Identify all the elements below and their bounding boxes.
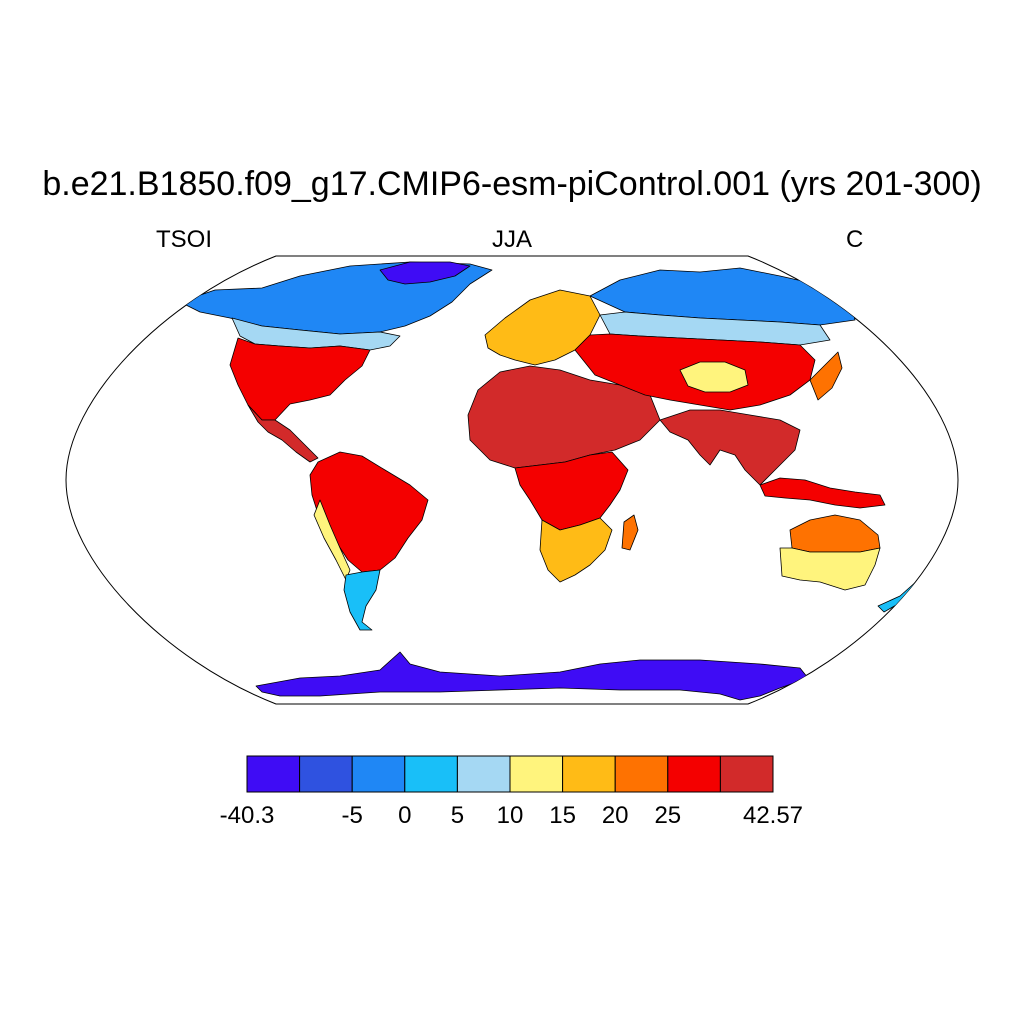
colorbar <box>246 755 774 793</box>
region-usa <box>229 337 371 421</box>
region-australia-south <box>779 547 881 591</box>
colorbar-tick-label: 15 <box>549 802 576 829</box>
region-indonesia <box>759 477 886 509</box>
colorbar-tick-label: 25 <box>654 802 682 829</box>
colorbar-tick-label: 42.57 <box>742 802 804 829</box>
region-madagascar <box>621 514 639 551</box>
region-central-africa <box>514 451 629 531</box>
colorbar-box <box>667 755 721 793</box>
colorbar-tick-label: -40.3 <box>219 802 275 829</box>
region-greenland-coast <box>379 261 471 285</box>
colorbar-tick-label: 0 <box>398 802 412 829</box>
colorbar-box <box>456 755 511 793</box>
region-north-africa-middle-east <box>467 365 661 469</box>
colorbar-box <box>404 755 458 793</box>
colorbar-box <box>614 755 669 793</box>
region-southern-africa <box>539 517 613 583</box>
season-label: JJA <box>491 226 532 253</box>
colorbar-tick-label: 20 <box>601 802 629 829</box>
colorbar-box <box>509 755 564 793</box>
variable-label: TSOI <box>156 226 213 253</box>
colorbar-box <box>246 755 301 793</box>
region-central-america <box>247 404 319 463</box>
colorbar-box <box>719 755 774 793</box>
region-tibet <box>679 361 749 393</box>
figure-title: b.e21.B1850.f09_g17.CMIP6-esm-piControl.… <box>42 165 982 203</box>
region-east-china-coast <box>809 351 843 401</box>
colorbar-tick-label: 5 <box>450 802 465 829</box>
colorbar-tick-label: -5 <box>341 802 363 829</box>
region-patagonia <box>343 569 381 631</box>
colorbar-box <box>562 755 616 793</box>
units-label: C <box>846 226 864 253</box>
colorbar-tick-label: 10 <box>496 802 524 829</box>
colorbar-box <box>351 755 406 793</box>
colorbar-box <box>299 755 353 793</box>
